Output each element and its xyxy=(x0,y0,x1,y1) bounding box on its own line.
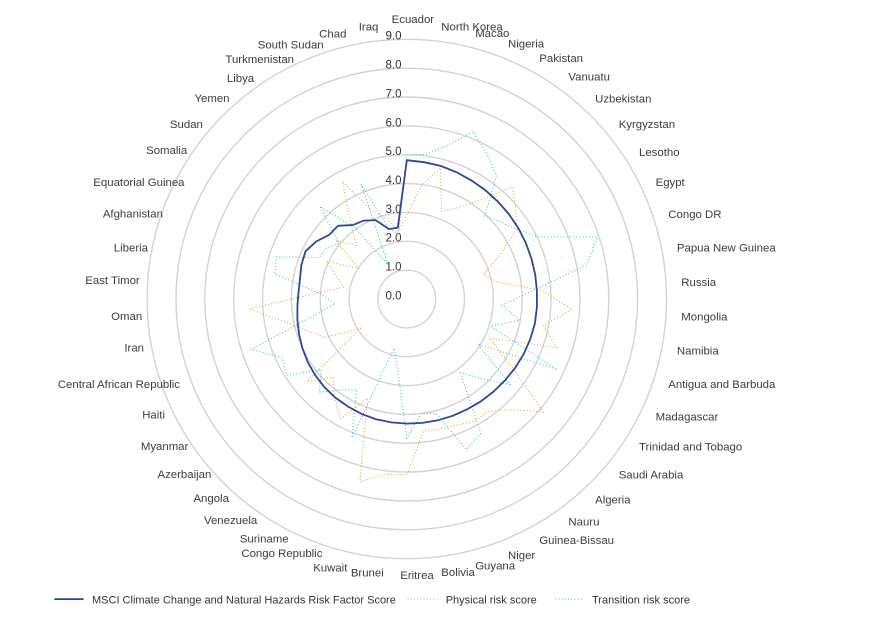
svg-text:1.0: 1.0 xyxy=(386,262,402,274)
svg-text:Saudi Arabia: Saudi Arabia xyxy=(619,470,684,482)
svg-text:East Timor: East Timor xyxy=(85,275,140,287)
svg-text:Suriname: Suriname xyxy=(240,534,289,546)
svg-text:South Sudan: South Sudan xyxy=(258,40,324,52)
svg-text:Lesotho: Lesotho xyxy=(639,147,680,159)
svg-text:North Korea: North Korea xyxy=(441,21,503,33)
svg-text:6.0: 6.0 xyxy=(386,117,402,129)
svg-text:2.0: 2.0 xyxy=(386,233,402,245)
svg-text:Macao: Macao xyxy=(475,28,509,40)
svg-text:Russia: Russia xyxy=(681,277,716,289)
svg-text:Egypt: Egypt xyxy=(656,177,686,189)
svg-text:Sudan: Sudan xyxy=(170,119,203,131)
svg-text:4.0: 4.0 xyxy=(386,175,402,187)
svg-text:3.0: 3.0 xyxy=(386,204,402,216)
svg-text:Iran: Iran xyxy=(124,343,144,355)
svg-text:Libya: Libya xyxy=(227,73,255,85)
svg-text:Kuwait: Kuwait xyxy=(313,563,348,575)
svg-text:Azerbaijan: Azerbaijan xyxy=(157,469,211,481)
svg-text:9.0: 9.0 xyxy=(386,31,402,43)
svg-text:Transition risk score: Transition risk score xyxy=(592,594,690,606)
svg-text:Physical risk score: Physical risk score xyxy=(446,594,537,606)
svg-text:Bolivia: Bolivia xyxy=(441,567,475,579)
svg-text:Yemen: Yemen xyxy=(194,93,229,105)
svg-text:Ecuador: Ecuador xyxy=(392,14,435,26)
svg-text:Guinea-Bissau: Guinea-Bissau xyxy=(539,535,614,547)
svg-text:Brunei: Brunei xyxy=(351,567,384,579)
svg-text:5.0: 5.0 xyxy=(386,146,402,158)
svg-text:Kyrgyzstan: Kyrgyzstan xyxy=(619,119,675,131)
svg-text:Niger: Niger xyxy=(508,550,535,562)
svg-text:Congo Republic: Congo Republic xyxy=(241,548,322,560)
svg-text:Algeria: Algeria xyxy=(595,495,631,507)
svg-text:Antigua and Barbuda: Antigua and Barbuda xyxy=(668,379,776,391)
svg-text:0.0: 0.0 xyxy=(386,290,402,302)
svg-text:8.0: 8.0 xyxy=(386,60,402,72)
svg-text:Equatorial Guinea: Equatorial Guinea xyxy=(93,177,185,189)
svg-text:Haiti: Haiti xyxy=(142,409,165,421)
svg-text:MSCI Climate Change and Natura: MSCI Climate Change and Natural Hazards … xyxy=(92,594,396,606)
svg-text:Oman: Oman xyxy=(111,311,142,323)
svg-text:Papua New Guinea: Papua New Guinea xyxy=(677,243,776,255)
svg-text:Myanmar: Myanmar xyxy=(141,441,189,453)
svg-text:Somalia: Somalia xyxy=(146,145,188,157)
svg-text:Congo DR: Congo DR xyxy=(668,209,721,221)
svg-text:Liberia: Liberia xyxy=(114,243,149,255)
svg-text:7.0: 7.0 xyxy=(386,88,402,100)
svg-text:Uzbekistan: Uzbekistan xyxy=(595,94,651,106)
svg-text:Afghanistan: Afghanistan xyxy=(103,208,163,220)
svg-text:Nauru: Nauru xyxy=(568,517,599,529)
svg-text:Madagascar: Madagascar xyxy=(656,411,719,423)
svg-text:Namibia: Namibia xyxy=(677,346,719,358)
svg-text:Trinidad and Tobago: Trinidad and Tobago xyxy=(639,442,742,454)
svg-text:Mongolia: Mongolia xyxy=(681,312,728,324)
svg-text:Eritrea: Eritrea xyxy=(400,570,434,582)
svg-text:Iraq: Iraq xyxy=(359,22,379,34)
svg-text:Angola: Angola xyxy=(193,493,229,505)
svg-text:Chad: Chad xyxy=(319,29,346,41)
svg-text:Guyana: Guyana xyxy=(475,561,516,573)
svg-text:Vanuatu: Vanuatu xyxy=(568,72,610,84)
svg-text:Pakistan: Pakistan xyxy=(539,53,583,65)
svg-text:Central African Republic: Central African Republic xyxy=(58,379,180,391)
svg-text:Nigeria: Nigeria xyxy=(508,39,545,51)
svg-text:Turkmenistan: Turkmenistan xyxy=(225,54,294,66)
svg-text:Venezuela: Venezuela xyxy=(204,515,258,527)
